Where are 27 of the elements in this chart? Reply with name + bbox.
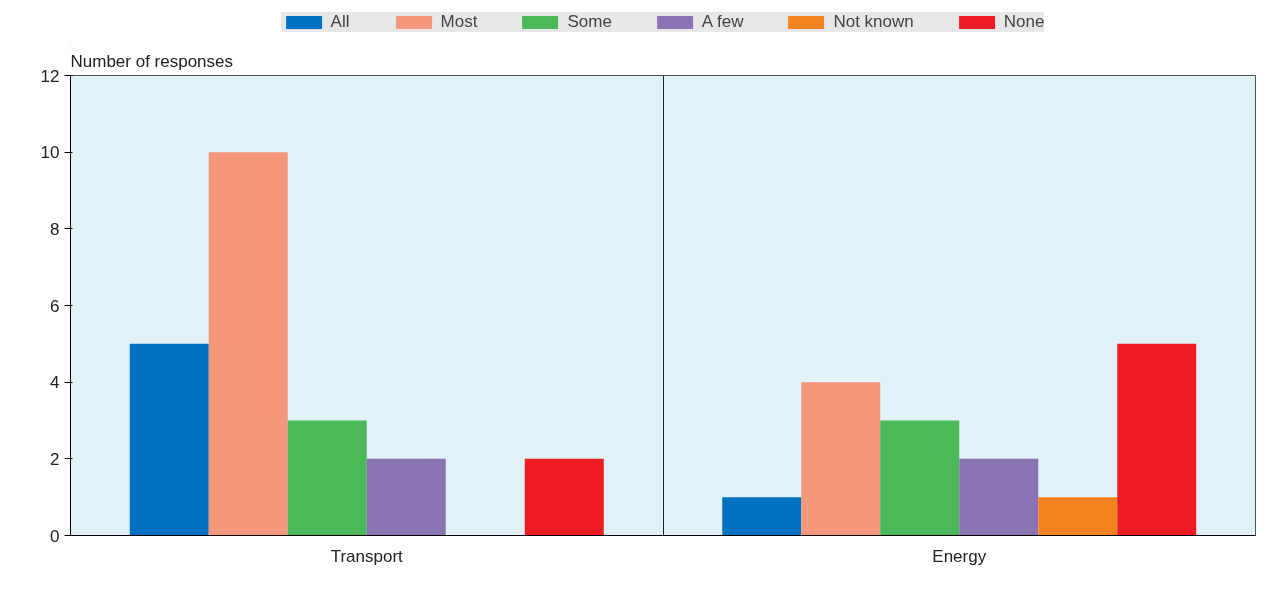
bar xyxy=(722,497,802,536)
bar xyxy=(129,343,209,536)
bar xyxy=(366,458,446,536)
bar xyxy=(880,420,960,536)
y-tick-label: 12 xyxy=(40,66,60,86)
bar xyxy=(959,458,1039,536)
bar xyxy=(1117,343,1197,536)
y-tick-label: 2 xyxy=(50,449,60,469)
y-tick-label: 8 xyxy=(50,219,60,239)
y-tick-label: 10 xyxy=(40,143,60,163)
y-tick-label: 0 xyxy=(50,526,60,546)
bar xyxy=(287,420,367,536)
legend-label: Some xyxy=(567,12,612,32)
bar xyxy=(801,382,881,536)
bar xyxy=(208,152,288,536)
bar xyxy=(524,458,604,536)
legend-label: A few xyxy=(701,12,744,32)
y-tick-label: 4 xyxy=(50,373,60,393)
x-tick-label: Energy xyxy=(932,546,987,566)
legend-label: Most xyxy=(440,12,478,32)
x-tick-label: Transport xyxy=(330,546,404,566)
legend-label: Not known xyxy=(833,12,914,32)
y-axis-title: Number of responses xyxy=(70,51,234,71)
legend-label: All xyxy=(330,12,351,32)
y-tick-label: 6 xyxy=(50,296,60,316)
bar xyxy=(1038,497,1118,536)
legend-label: None xyxy=(1003,12,1045,32)
